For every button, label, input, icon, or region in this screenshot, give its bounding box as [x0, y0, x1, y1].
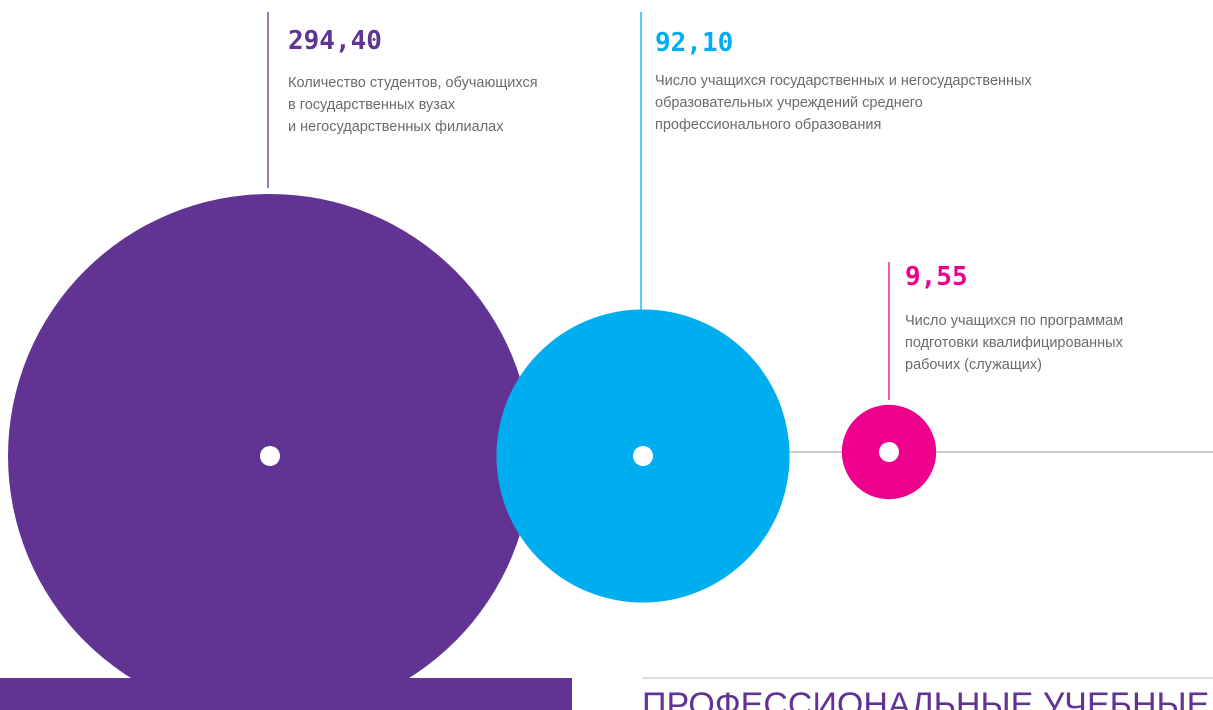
value-label: 9,55 [905, 262, 968, 292]
description: в государственных вузах [288, 97, 456, 113]
description: Число учащихся по программам [905, 313, 1123, 329]
center-dot [633, 446, 653, 466]
description: образовательных учреждений среднего [655, 95, 923, 111]
value-label: 294,40 [288, 26, 382, 56]
section-title: ПРОФЕССИОНАЛЬНЫЕ УЧЕБНЫЕ [642, 686, 1209, 710]
center-dot [879, 442, 899, 462]
footer-bar [0, 678, 572, 710]
description: подготовки квалифицированных [905, 335, 1124, 351]
description: профессионального образования [655, 117, 881, 133]
description: рабочих (служащих) [905, 357, 1042, 373]
description: и негосударственных филиалах [288, 119, 504, 135]
description: Количество студентов, обучающихся [288, 75, 538, 91]
value-label: 92,10 [655, 28, 733, 58]
center-dot [260, 446, 280, 466]
description: Число учащихся государственных и негосуд… [655, 73, 1032, 89]
bubbles: 294,40 Количество студентов, обучающихся в… [8, 12, 1124, 710]
